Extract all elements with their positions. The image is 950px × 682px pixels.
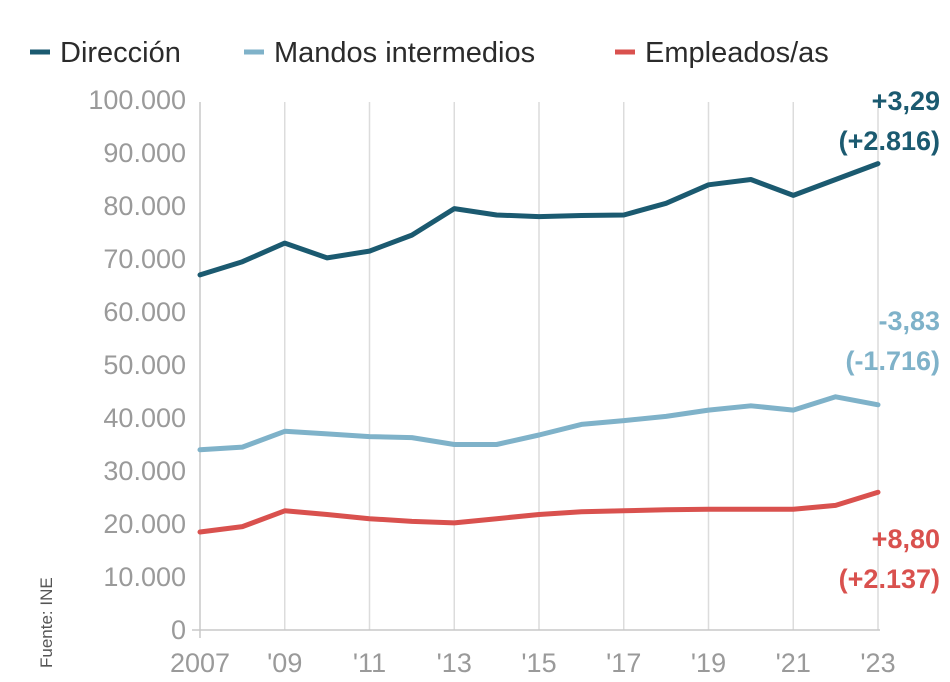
x-tick-label-7: '21 bbox=[776, 648, 811, 678]
annotation-0-1: (+2.816) bbox=[839, 126, 940, 156]
annotation-2-0: +8,80 bbox=[872, 524, 940, 554]
series-line-2 bbox=[197, 489, 881, 535]
x-tick-label-5: '17 bbox=[606, 648, 641, 678]
annotation-1-0: -3,83 bbox=[878, 306, 940, 336]
y-tick-label-3: 30.000 bbox=[103, 456, 186, 486]
annotation-0-0: +3,29 bbox=[872, 86, 940, 116]
annotation-2-1: (+2.137) bbox=[839, 564, 940, 594]
annotation-1-1: (-1.716) bbox=[845, 346, 940, 376]
y-tick-label-5: 50.000 bbox=[103, 350, 186, 380]
x-tick-label-6: '19 bbox=[691, 648, 726, 678]
series-lines bbox=[197, 161, 881, 535]
series-line-1 bbox=[197, 394, 881, 453]
y-axis: 0 10.000 20.000 30.000 40.000 50.000 60.000 70.… bbox=[88, 85, 186, 645]
y-tick-label-0: 0 bbox=[171, 615, 186, 645]
x-tick-label-1: '09 bbox=[267, 648, 302, 678]
series-line-0 bbox=[197, 161, 881, 278]
y-tick-label-9: 90.000 bbox=[103, 138, 186, 168]
y-tick-label-4: 40.000 bbox=[103, 403, 186, 433]
grid-lines bbox=[192, 102, 880, 638]
y-tick-label-2: 20.000 bbox=[103, 509, 186, 539]
annotations: +3,29 (+2.816) -3,83 (-1.716) +8,80 (+2.137) bbox=[839, 86, 940, 594]
x-tick-label-2: '11 bbox=[353, 648, 386, 678]
x-tick-label-8: '23 bbox=[860, 648, 895, 678]
y-tick-label-10: 100.000 bbox=[88, 85, 186, 115]
y-tick-label-8: 80.000 bbox=[103, 191, 186, 221]
legend: Dirección Mandos intermedios Empleados/as bbox=[30, 37, 829, 69]
y-tick-label-6: 60.000 bbox=[103, 297, 186, 327]
x-tick-label-4: '15 bbox=[521, 648, 556, 678]
x-tick-label-0: 2007 bbox=[170, 648, 230, 678]
source-label: Fuente: INE bbox=[37, 577, 56, 668]
x-tick-label-3: '13 bbox=[437, 648, 472, 678]
legend-label-2: Empleados/as bbox=[645, 37, 829, 69]
legend-label-1: Mandos intermedios bbox=[274, 37, 535, 69]
y-tick-label-7: 70.000 bbox=[103, 244, 186, 274]
y-tick-label-1: 10.000 bbox=[103, 562, 186, 592]
legend-label-0: Dirección bbox=[60, 37, 181, 69]
x-axis: 2007 '09 '11 '13 '15 '17 '19 '21 '23 bbox=[170, 648, 896, 678]
